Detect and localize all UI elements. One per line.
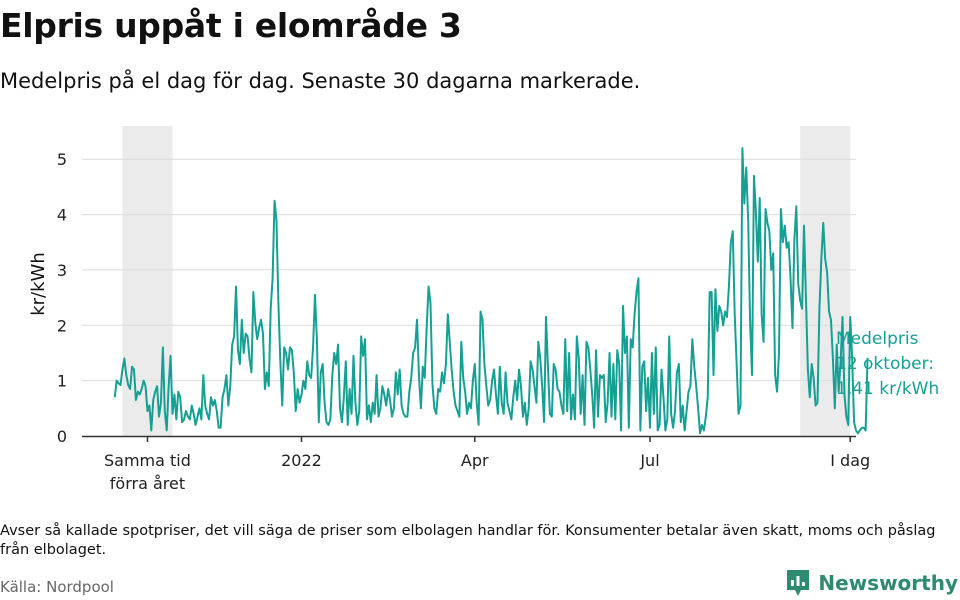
x-tick-label-2: Apr bbox=[461, 451, 489, 470]
x-tick-label-0-line2: förra året bbox=[110, 474, 185, 493]
y-tick-label-0: 0 bbox=[57, 427, 67, 446]
chart-title: Elpris uppåt i elområde 3 bbox=[0, 6, 462, 45]
newsworthy-logo-icon bbox=[787, 570, 810, 596]
x-tick-label-3: Jul bbox=[639, 451, 659, 470]
x-tick-label-0: Samma tid bbox=[104, 451, 191, 470]
x-tick-label-1: 2022 bbox=[281, 451, 322, 470]
y-tick-label-2: 2 bbox=[57, 316, 67, 335]
price-series-line bbox=[113, 147, 869, 435]
footnote: Avser så kallade spotpriser, det vill sä… bbox=[0, 523, 936, 558]
brand-name: Newsworthy bbox=[818, 571, 958, 595]
newsworthy-logo: Newsworthy bbox=[785, 568, 958, 598]
x-tick-label-4: I dag bbox=[830, 451, 870, 470]
y-tick-label-1: 1 bbox=[57, 372, 67, 391]
y-axis-ticks: 0 1 2 3 4 5 bbox=[57, 150, 67, 446]
annotation-line-2: 12 oktober: bbox=[836, 354, 934, 374]
latest-price-annotation: Medelpris 12 oktober: 1,41 kr/kWh bbox=[836, 329, 939, 399]
x-axis-ticks: Samma tid förra året 2022 Apr Jul I dag bbox=[104, 436, 870, 493]
chart-subtitle: Medelpris på el dag för dag. Senaste 30 … bbox=[0, 69, 641, 93]
y-tick-label-4: 4 bbox=[57, 206, 67, 225]
price-line-chart: 0 1 2 3 4 5 kr/kWh Samma tid förra året 2022 Apr… bbox=[28, 126, 939, 493]
y-tick-label-3: 3 bbox=[57, 261, 67, 280]
annotation-line-3: 1,41 kr/kWh bbox=[836, 379, 939, 399]
y-axis-label: kr/kWh bbox=[28, 252, 49, 316]
y-tick-label-5: 5 bbox=[57, 150, 67, 169]
source-credit: Källa: Nordpool bbox=[0, 578, 114, 596]
gridlines bbox=[82, 158, 856, 382]
annotation-line-1: Medelpris bbox=[836, 329, 919, 349]
